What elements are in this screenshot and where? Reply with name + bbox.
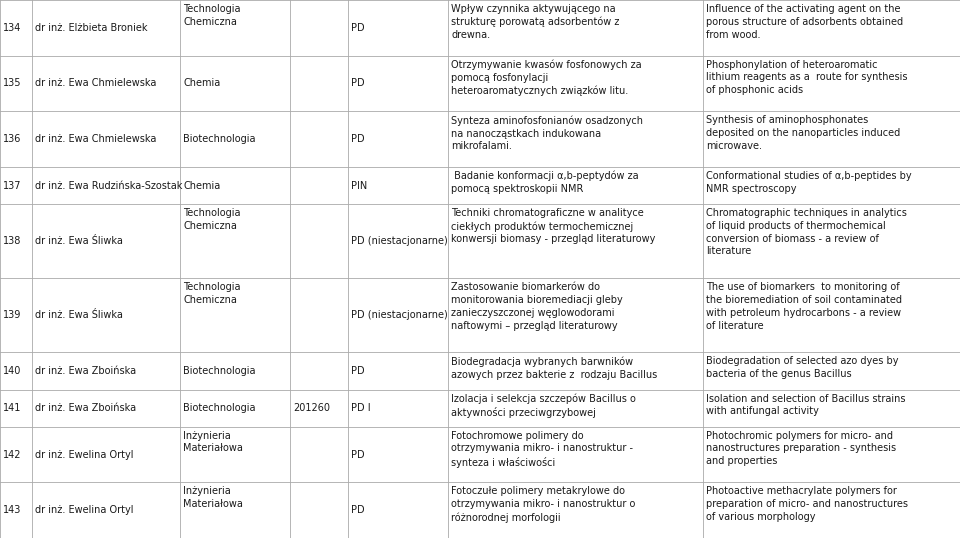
Text: Techniki chromatograficzne w analityce
ciekłych produktów termochemicznej
konwer: Techniki chromatograficzne w analityce c… bbox=[451, 208, 656, 244]
Text: Influence of the activating agent on the
porous structure of adsorbents obtained: Influence of the activating agent on the… bbox=[706, 4, 903, 40]
Text: Inżynieria
Materiałowa: Inżynieria Materiałowa bbox=[183, 431, 243, 454]
Text: dr inż. Ewa Chmielewska: dr inż. Ewa Chmielewska bbox=[35, 79, 156, 88]
Text: Wpływ czynnika aktywującego na
strukturę porowatą adsorbentów z
drewna.: Wpływ czynnika aktywującego na strukturę… bbox=[451, 4, 619, 40]
Text: Chemia: Chemia bbox=[183, 79, 220, 88]
Text: PD (niestacjonarne): PD (niestacjonarne) bbox=[351, 236, 447, 246]
Text: Fotochromowe polimery do
otrzymywania mikro- i nanostruktur -
synteza i właściwo: Fotochromowe polimery do otrzymywania mi… bbox=[451, 431, 633, 468]
Text: Conformational studies of α,b-peptides by
NMR spectroscopy: Conformational studies of α,b-peptides b… bbox=[706, 171, 912, 194]
Text: 201260: 201260 bbox=[293, 403, 330, 413]
Text: 142: 142 bbox=[3, 450, 21, 459]
Text: Otrzymywanie kwasów fosfonowych za
pomocą fosfonylacji
heteroaromatycznych związ: Otrzymywanie kwasów fosfonowych za pomoc… bbox=[451, 60, 641, 96]
Text: dr inż. Ewa Śliwka: dr inż. Ewa Śliwka bbox=[35, 310, 123, 321]
Text: Technologia
Chemiczna: Technologia Chemiczna bbox=[183, 4, 241, 27]
Text: dr inż. Ewelina Ortyl: dr inż. Ewelina Ortyl bbox=[35, 450, 133, 459]
Text: Technologia
Chemiczna: Technologia Chemiczna bbox=[183, 208, 241, 231]
Text: Biotechnologia: Biotechnologia bbox=[183, 366, 255, 376]
Text: dr inż. Ewa Zboińska: dr inż. Ewa Zboińska bbox=[35, 366, 136, 376]
Text: Biotechnologia: Biotechnologia bbox=[183, 403, 255, 413]
Text: dr inż. Ewa Chmielewska: dr inż. Ewa Chmielewska bbox=[35, 134, 156, 144]
Text: 137: 137 bbox=[3, 181, 21, 190]
Text: dr inż. Ewelina Ortyl: dr inż. Ewelina Ortyl bbox=[35, 505, 133, 515]
Text: Fotoczułe polimery metakrylowe do
otrzymywania mikro- i nanostruktur o
różnorodn: Fotoczułe polimery metakrylowe do otrzym… bbox=[451, 486, 636, 522]
Text: PD: PD bbox=[351, 79, 365, 88]
Text: Chromatographic techniques in analytics
of liquid products of thermochemical
con: Chromatographic techniques in analytics … bbox=[706, 208, 907, 257]
Text: 139: 139 bbox=[3, 310, 21, 321]
Text: Zastosowanie biomarkerów do
monitorowania bioremediacji gleby
zanieczyszczonej w: Zastosowanie biomarkerów do monitorowani… bbox=[451, 282, 623, 331]
Text: PD (niestacjonarne): PD (niestacjonarne) bbox=[351, 310, 447, 321]
Text: PD I: PD I bbox=[351, 403, 371, 413]
Text: PD: PD bbox=[351, 366, 365, 376]
Text: Technologia
Chemiczna: Technologia Chemiczna bbox=[183, 282, 241, 305]
Text: Chemia: Chemia bbox=[183, 181, 220, 190]
Text: dr inż. Ewa Rudzińska-Szostak: dr inż. Ewa Rudzińska-Szostak bbox=[35, 181, 182, 190]
Text: PD: PD bbox=[351, 134, 365, 144]
Text: Izolacja i selekcja szczepów Bacillus o
aktywności przeciwgrzybowej: Izolacja i selekcja szczepów Bacillus o … bbox=[451, 394, 636, 418]
Text: Synthesis of aminophosphonates
deposited on the nanoparticles induced
microwave.: Synthesis of aminophosphonates deposited… bbox=[706, 115, 900, 151]
Text: Phosphonylation of heteroaromatic
lithium reagents as a  route for synthesis
of : Phosphonylation of heteroaromatic lithiu… bbox=[706, 60, 907, 95]
Text: 134: 134 bbox=[3, 23, 21, 33]
Text: PD: PD bbox=[351, 23, 365, 33]
Text: Synteza aminofosfonianów osadzonych
na nanocząstkach indukowana
mikrofalami.: Synteza aminofosfonianów osadzonych na n… bbox=[451, 115, 643, 151]
Text: Photoactive methacrylate polymers for
preparation of micro- and nanostructures
o: Photoactive methacrylate polymers for pr… bbox=[706, 486, 908, 522]
Text: PD: PD bbox=[351, 505, 365, 515]
Text: Biotechnologia: Biotechnologia bbox=[183, 134, 255, 144]
Text: dr inż. Elżbieta Broniek: dr inż. Elżbieta Broniek bbox=[35, 23, 148, 33]
Text: Photochromic polymers for micro- and
nanostructures preparation - synthesis
and : Photochromic polymers for micro- and nan… bbox=[706, 431, 896, 466]
Text: 138: 138 bbox=[3, 236, 21, 246]
Text: 141: 141 bbox=[3, 403, 21, 413]
Text: 143: 143 bbox=[3, 505, 21, 515]
Text: 140: 140 bbox=[3, 366, 21, 376]
Text: Biodegradation of selected azo dyes by
bacteria of the genus Bacillus: Biodegradation of selected azo dyes by b… bbox=[706, 357, 899, 379]
Text: 136: 136 bbox=[3, 134, 21, 144]
Text: 135: 135 bbox=[3, 79, 21, 88]
Text: PD: PD bbox=[351, 450, 365, 459]
Text: PIN: PIN bbox=[351, 181, 368, 190]
Text: dr inż. Ewa Śliwka: dr inż. Ewa Śliwka bbox=[35, 236, 123, 246]
Text: The use of biomarkers  to monitoring of
the bioremediation of soil contaminated
: The use of biomarkers to monitoring of t… bbox=[706, 282, 902, 331]
Text: Isolation and selection of Bacillus strains
with antifungal activity: Isolation and selection of Bacillus stra… bbox=[706, 394, 905, 416]
Text: Inżynieria
Materiałowa: Inżynieria Materiałowa bbox=[183, 486, 243, 509]
Text: Biodegradacja wybranych barwników
azowych przez bakterie z  rodzaju Bacillus: Biodegradacja wybranych barwników azowyc… bbox=[451, 357, 658, 380]
Text: dr inż. Ewa Zboińska: dr inż. Ewa Zboińska bbox=[35, 403, 136, 413]
Text: Badanie konformacji α,b-peptydów za
pomocą spektroskopii NMR: Badanie konformacji α,b-peptydów za pomo… bbox=[451, 171, 638, 194]
